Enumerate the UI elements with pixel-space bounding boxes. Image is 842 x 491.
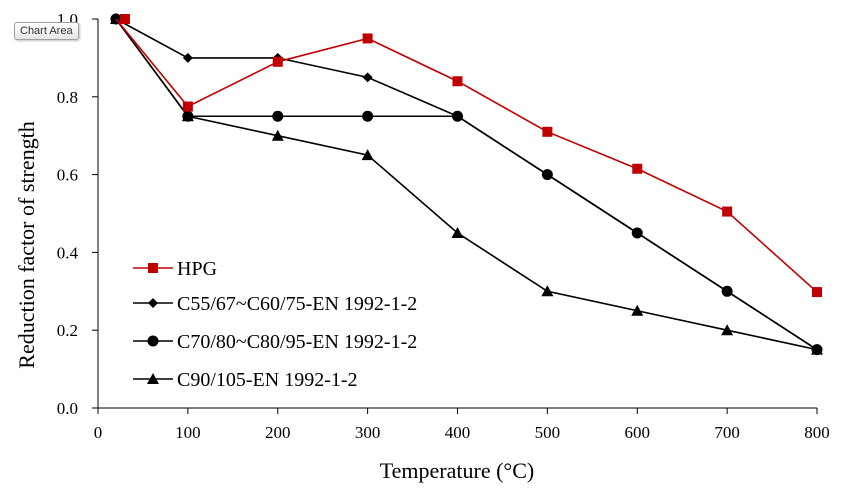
data-point (812, 287, 822, 298)
x-axis-title: Temperature (°C) (380, 458, 534, 483)
data-point (632, 163, 643, 174)
data-point (722, 206, 733, 217)
data-point (361, 149, 374, 161)
x-tick-label: 300 (355, 423, 381, 442)
legend-marker (148, 298, 158, 308)
data-point (362, 33, 373, 44)
data-point (362, 110, 374, 122)
data-point (542, 169, 553, 180)
y-tick-label: 0.4 (57, 243, 79, 262)
chart-area-tooltip: Chart Area (14, 22, 79, 40)
series-line (115, 18, 818, 293)
y-axis-title: Reduction factor of strength (14, 121, 39, 368)
y-tick-label: 0.6 (57, 166, 78, 185)
data-point (812, 344, 822, 355)
x-tick-label: 700 (714, 423, 740, 442)
legend-label: C90/105-EN 1992-1-2 (177, 369, 358, 391)
data-point (182, 101, 193, 112)
data-point (272, 56, 283, 67)
data-point (182, 110, 194, 122)
data-point (452, 76, 463, 87)
data-point (182, 52, 193, 63)
data-point (721, 324, 734, 336)
legend: HPG C55/67~C60/75-EN 1992-1-2 C70/80~C80/9… (133, 258, 417, 391)
legend-label: HPG (177, 258, 217, 280)
legend-marker (148, 263, 158, 273)
legend-marker (147, 373, 159, 384)
series-layer (109, 13, 823, 356)
x-tick-label: 600 (625, 423, 651, 442)
data-point (272, 110, 284, 122)
legend-entry: C70/80~C80/95-EN 1992-1-2 (133, 331, 417, 353)
data-point (452, 111, 463, 122)
x-tick-label: 400 (445, 423, 471, 442)
data-point (271, 129, 284, 141)
y-tick-label: 0.8 (57, 88, 78, 107)
legend-entry: C55/67~C60/75-EN 1992-1-2 (133, 293, 417, 315)
y-tick-label: 0.2 (57, 321, 78, 340)
axes: 0 100 200 300 400 500 600 700 800 0.0 0.2 0.4 0.6 0.8… (57, 10, 830, 442)
x-tick-label: 0 (94, 423, 103, 442)
x-tick-label: 800 (804, 423, 830, 442)
legend-label: C70/80~C80/95-EN 1992-1-2 (177, 331, 417, 353)
data-point (631, 304, 644, 316)
data-point (542, 126, 553, 137)
legend-entry: C90/105-EN 1992-1-2 (133, 369, 358, 391)
series-0 (115, 14, 822, 298)
x-tick-label: 100 (175, 423, 201, 442)
data-point (632, 227, 643, 238)
data-point (362, 72, 373, 83)
data-point (541, 285, 554, 297)
x-tick-label: 500 (535, 423, 561, 442)
data-point (722, 286, 733, 297)
x-tick-label: 200 (265, 423, 291, 442)
y-tick-label: 0.0 (57, 399, 78, 418)
data-point (119, 14, 130, 24)
legend-entry: HPG (133, 258, 217, 280)
legend-marker (147, 335, 159, 347)
data-point (451, 226, 464, 238)
legend-label: C55/67~C60/75-EN 1992-1-2 (177, 293, 417, 315)
